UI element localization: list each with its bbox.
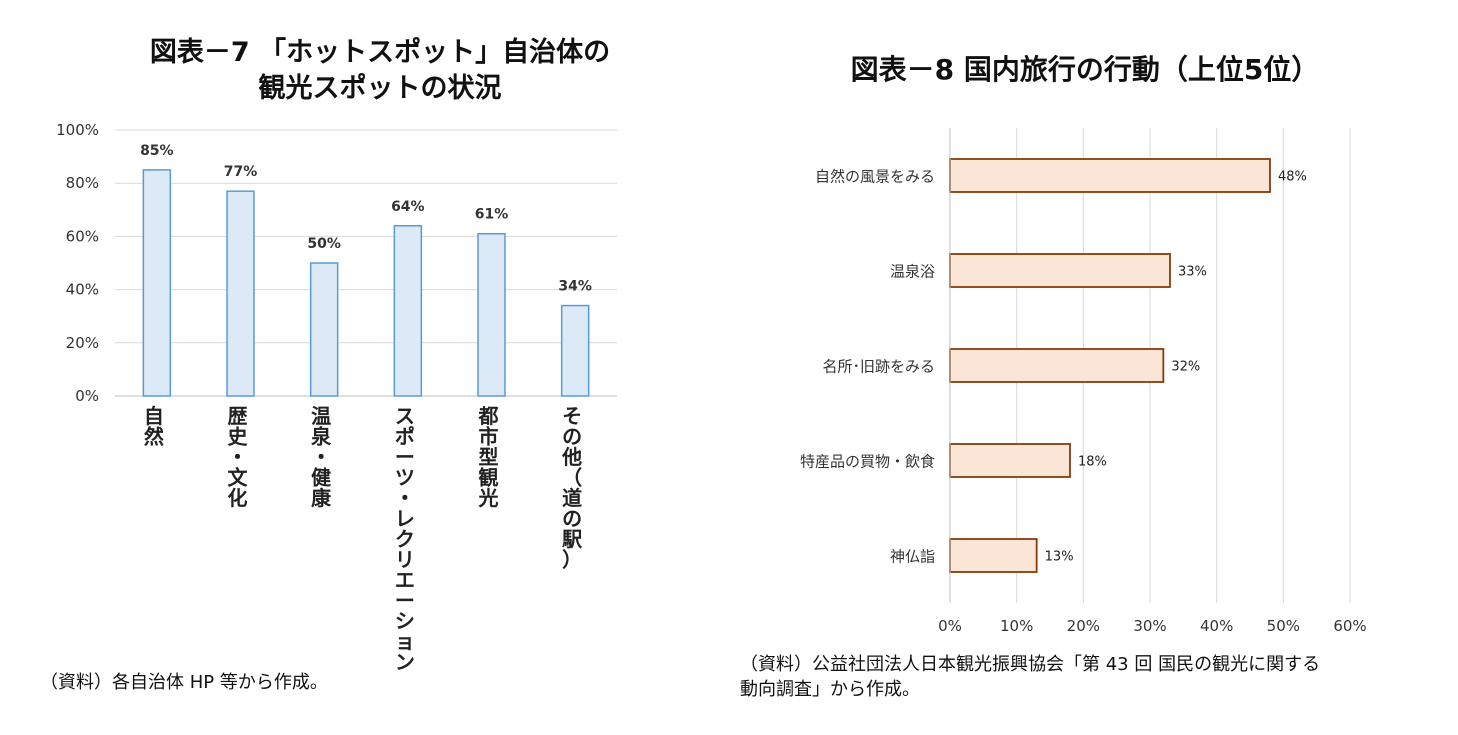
data-label: 34% xyxy=(558,279,592,295)
data-label: 85% xyxy=(140,143,174,159)
right-chart-source-note-line2: 動向調査」から作成。 xyxy=(740,679,920,700)
category-label-char: の xyxy=(562,425,582,449)
category-label-char: 道 xyxy=(562,486,582,510)
x-tick-label: 50% xyxy=(1267,617,1300,635)
right-chart-source-note: （資料）公益社団法人日本観光振興協会「第 43 回 国民の観光に関する 動向調査… xyxy=(740,652,1430,702)
category-label-char: 泉 xyxy=(310,425,332,449)
category-label-char: 史 xyxy=(228,425,249,449)
x-tick-label: 40% xyxy=(1200,617,1233,635)
category-label-char: 観 xyxy=(479,466,499,490)
category-label-char: ツ xyxy=(395,466,415,490)
category-label-char: 康 xyxy=(311,486,332,510)
category-label-char: 自 xyxy=(144,404,164,428)
data-label: 50% xyxy=(307,236,341,252)
category-label-char: ー xyxy=(395,589,415,613)
y-tick-label: 20% xyxy=(66,334,99,352)
category-label-char: 健 xyxy=(311,466,331,490)
category-label-char: 光 xyxy=(478,486,499,510)
category-label-char: 文 xyxy=(228,466,249,490)
category-label-char: （ xyxy=(562,466,582,490)
category-label-char: 化 xyxy=(228,486,248,510)
bar xyxy=(949,443,1071,478)
data-label: 64% xyxy=(391,199,425,215)
category-label-char: 然 xyxy=(144,425,164,449)
category-label-char: 温 xyxy=(311,404,331,428)
left-chart-svg: 100%80%60%40%20%0%85%自然77%歴史・文化50%温泉・健康6… xyxy=(56,121,617,674)
y-tick-label: 60% xyxy=(66,227,99,245)
bar xyxy=(949,348,1165,383)
data-label: 61% xyxy=(475,207,509,223)
category-label-char: ・ xyxy=(228,445,248,469)
bar xyxy=(309,262,339,397)
data-label: 77% xyxy=(224,164,258,180)
right-chart-panel: 図表－8 国内旅行の行動（上位5位） 0% 10% 20% 30% 40% 50% 60% 4… xyxy=(715,0,1458,735)
category-label-char: ・ xyxy=(395,486,415,510)
category-label-char: そ xyxy=(562,404,582,428)
category-label: 特産品の買物・飲食 xyxy=(800,453,935,471)
data-label: 18% xyxy=(1078,455,1107,470)
x-tick-label: 10% xyxy=(1000,617,1033,635)
bar xyxy=(226,190,255,397)
y-tick-label: 0% xyxy=(75,387,99,405)
bar xyxy=(949,538,1038,573)
category-label-char: の xyxy=(562,507,582,531)
category-label-char: ー xyxy=(395,445,415,469)
x-tick-label: 0% xyxy=(938,617,962,635)
category-label-char: ポ xyxy=(395,425,415,449)
x-tick-label: 30% xyxy=(1133,617,1166,635)
category-label-char: ・ xyxy=(311,445,331,469)
category-label-char: 駅 xyxy=(561,527,582,551)
right-chart-svg: 0% 10% 20% 30% 40% 50% 60% 48% 自然の風景をみる 33% 温泉浴 32%… xyxy=(800,128,1367,635)
category-label: 温泉浴 xyxy=(890,263,935,281)
bar xyxy=(949,253,1171,288)
category-label-char: ン xyxy=(395,650,415,674)
category-label-char: リ xyxy=(395,548,415,572)
category-label-char: 市 xyxy=(479,425,499,449)
y-tick-label: 80% xyxy=(66,174,99,192)
right-chart-title: 図表－8 国内旅行の行動（上位5位） xyxy=(850,53,1320,86)
y-tick-label: 100% xyxy=(56,121,99,139)
left-chart-panel: 図表－7 「ホットスポット」自治体の 観光スポットの状況 100% 80% 60% 4… xyxy=(0,0,700,735)
left-chart-title-line1: 図表－7 「ホットスポット」自治体の xyxy=(149,37,611,68)
category-label-char: 歴 xyxy=(228,404,248,428)
category-label-char: ス xyxy=(395,404,415,428)
left-chart-title-line2: 観光スポットの状況 xyxy=(258,73,502,104)
right-chart-source-note-line1: （資料）公益社団法人日本観光振興協会「第 43 回 国民の観光に関する xyxy=(740,654,1321,675)
x-tick-label: 60% xyxy=(1333,617,1366,635)
category-label-char: レ xyxy=(395,507,415,531)
category-label: 神仏詣 xyxy=(890,548,935,566)
left-chart-source-note: （資料）各自治体 HP 等から作成。 xyxy=(40,672,328,693)
bar xyxy=(477,232,506,397)
bar xyxy=(560,304,590,397)
bar xyxy=(142,169,172,397)
data-label: 48% xyxy=(1278,170,1307,185)
category-label-char: ） xyxy=(562,548,582,572)
bar xyxy=(393,225,423,397)
category-label-char: ョ xyxy=(395,630,415,654)
category-label-char: 都 xyxy=(478,404,499,428)
category-label-char: ク xyxy=(395,527,415,551)
x-tick-label: 20% xyxy=(1067,617,1100,635)
data-label: 33% xyxy=(1178,265,1207,280)
data-label: 13% xyxy=(1045,550,1074,565)
data-label: 32% xyxy=(1171,360,1200,375)
category-label-char: 他 xyxy=(561,445,582,469)
y-tick-label: 40% xyxy=(66,281,99,299)
category-label-char: エ xyxy=(395,568,415,592)
bar xyxy=(949,158,1271,193)
category-label-char: 型 xyxy=(479,445,499,469)
category-label: 名所･旧跡をみる xyxy=(822,358,935,376)
category-label: 自然の風景をみる xyxy=(815,168,935,186)
category-label-char: シ xyxy=(395,609,415,633)
